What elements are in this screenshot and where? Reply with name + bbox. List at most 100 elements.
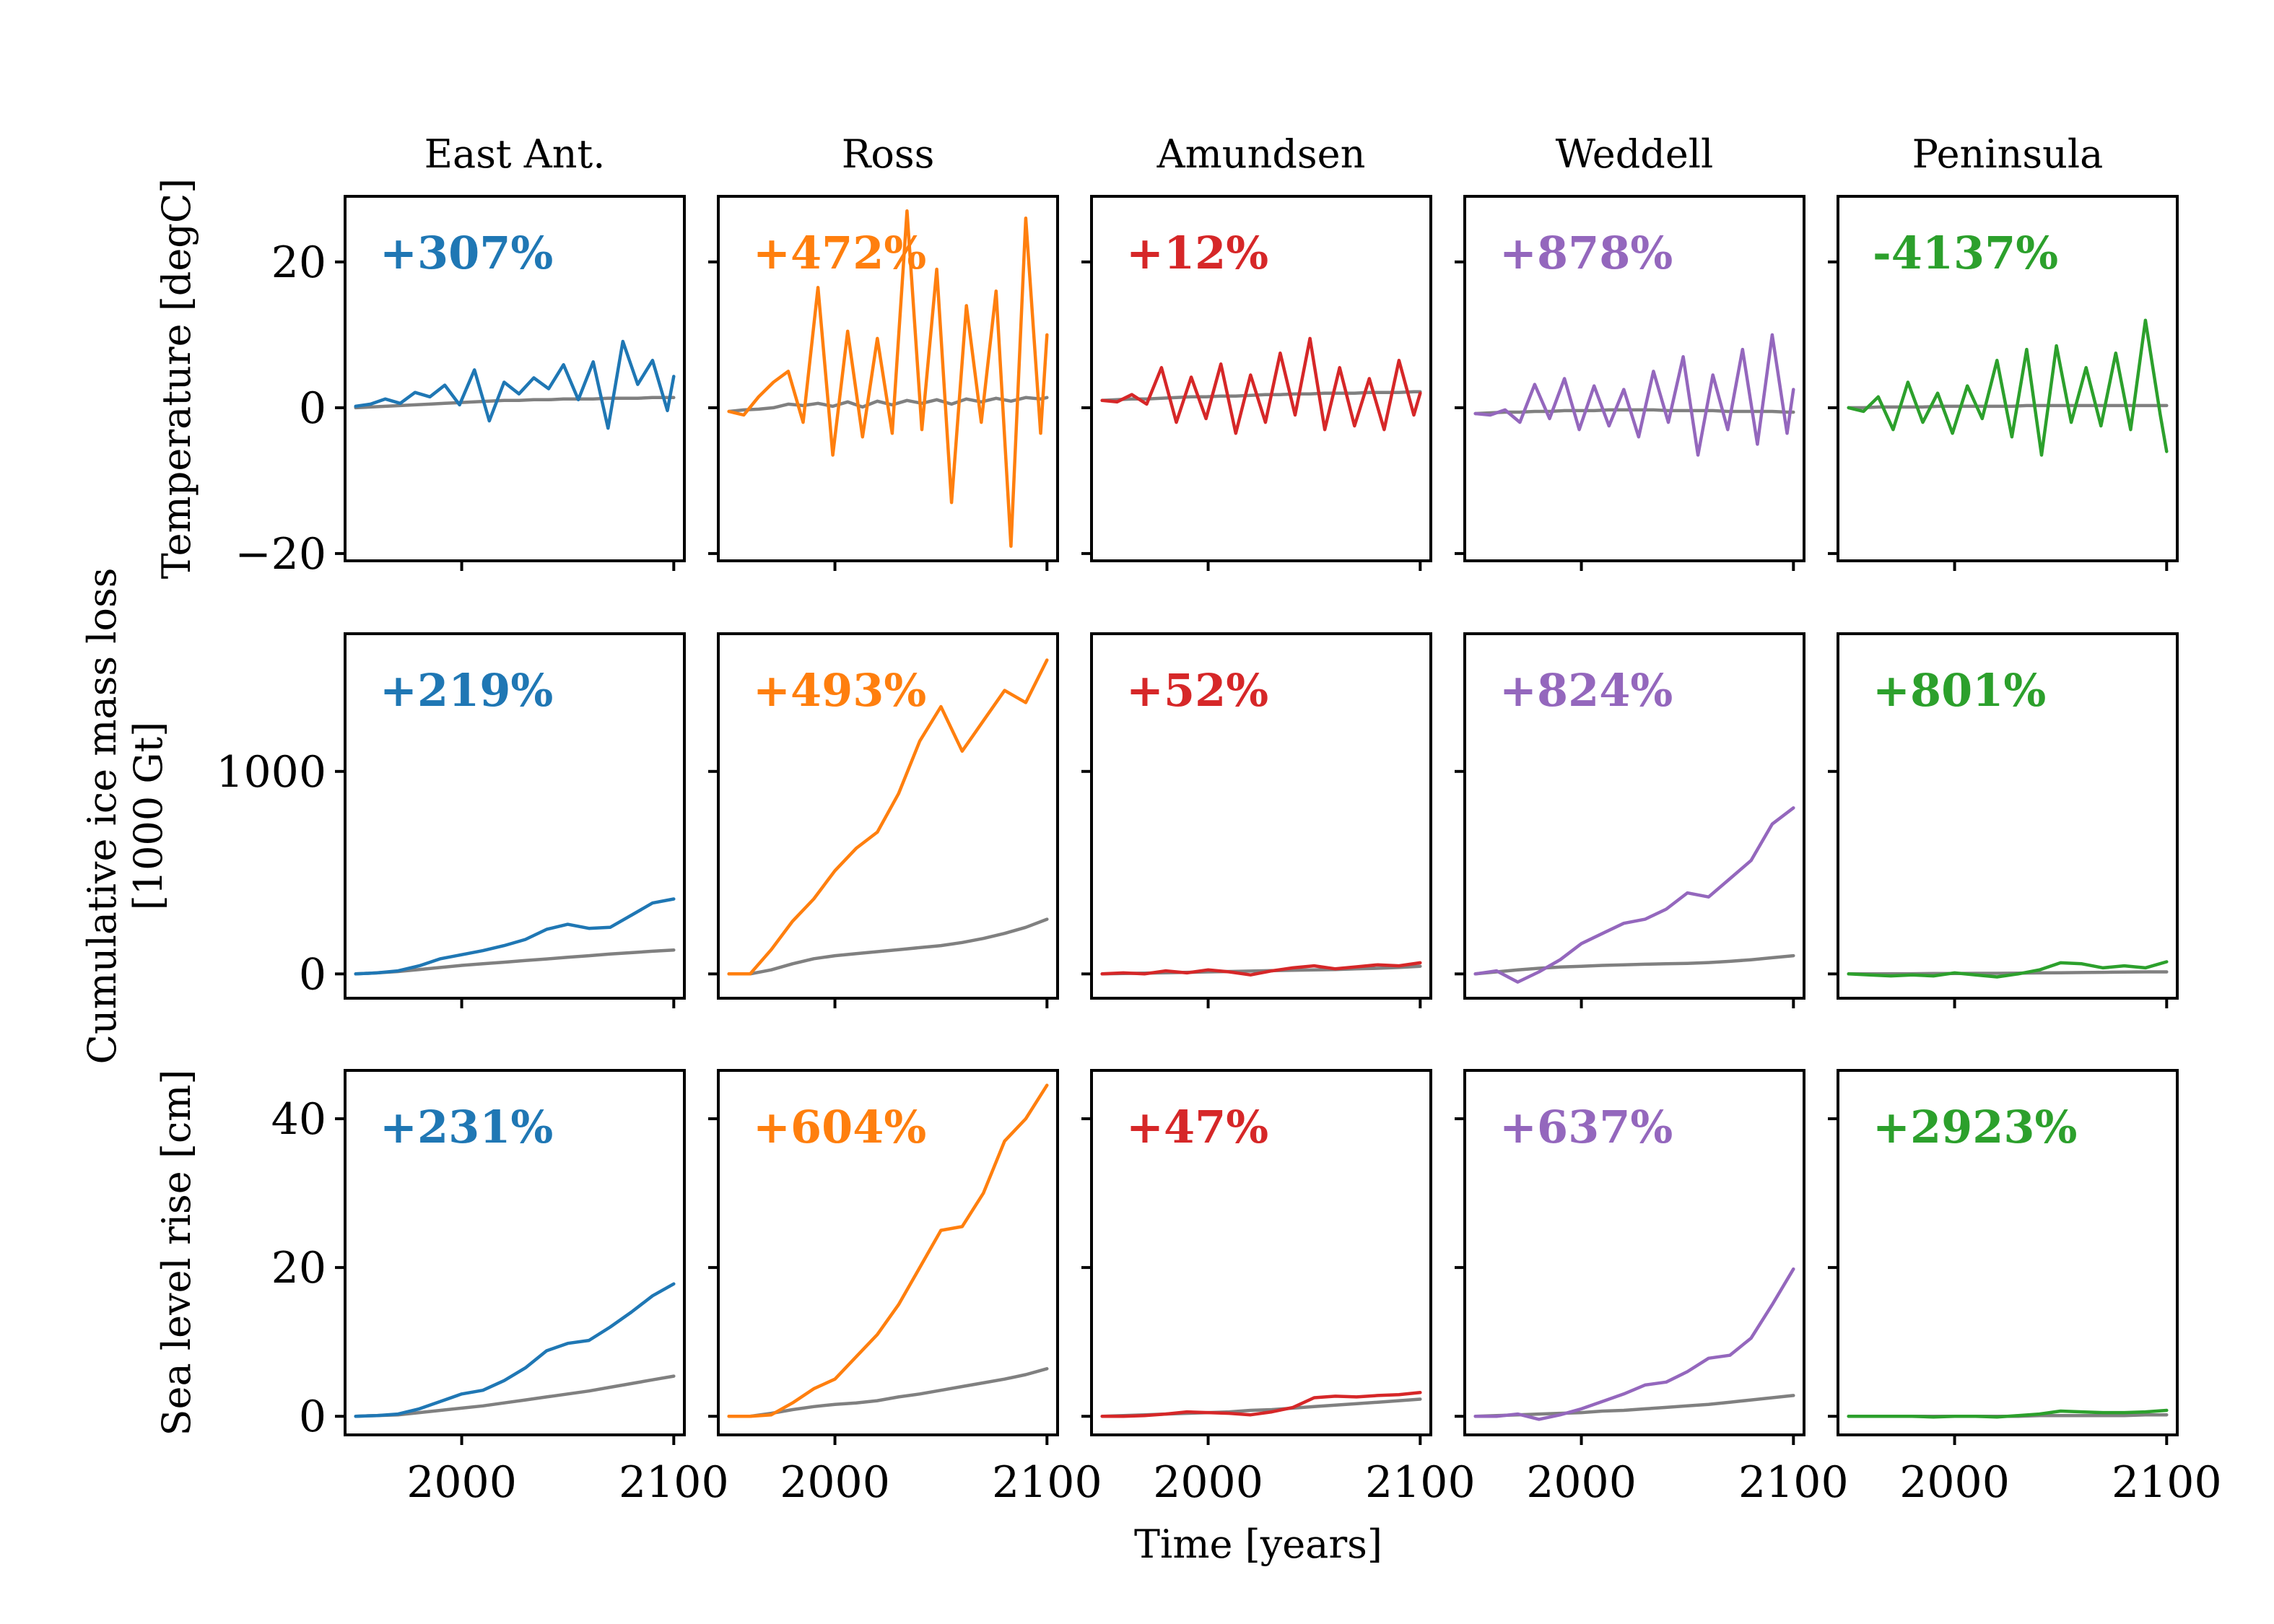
series-line-ross bbox=[727, 1083, 1049, 1418]
x-tick-label: 2000 bbox=[1899, 1457, 2010, 1508]
reference-line bbox=[354, 948, 676, 976]
series-line-peninsula bbox=[1847, 1408, 2169, 1419]
percent-change-label: +801% bbox=[1873, 664, 2046, 717]
panel-frame bbox=[1463, 632, 1805, 1000]
panel-frame bbox=[1090, 195, 1432, 562]
panel-east-ant-row-1: −20 0 20 +307% bbox=[235, 195, 686, 580]
x-tick-label: 2000 bbox=[406, 1457, 517, 1508]
reference-line bbox=[727, 1367, 1049, 1418]
percent-change-label: +52% bbox=[1126, 664, 1268, 717]
panel-east-ant-row-2: 0 1000 +219% bbox=[216, 632, 686, 1008]
panel-frame bbox=[1090, 1069, 1432, 1436]
percent-change-label: +12% bbox=[1126, 227, 1268, 279]
panel-frame bbox=[717, 195, 1059, 562]
series-line-peninsula bbox=[1847, 318, 2169, 457]
panel-ross-row-3: 2000 2100 +604% bbox=[708, 1069, 1102, 1508]
y-tick-label: 20 bbox=[271, 237, 326, 288]
percent-change-label: +307% bbox=[380, 227, 553, 279]
reference-line bbox=[1847, 403, 2169, 410]
panel-frame bbox=[1837, 1069, 2179, 1436]
panel-amundsen-row-2: +52% bbox=[1081, 632, 1432, 1008]
y-axis-label-row-2: Cumulative ice mass loss[1000 Gt] bbox=[79, 568, 171, 1065]
panel-amundsen-row-3: 2000 2100 +47% bbox=[1081, 1069, 1476, 1508]
panel-frame bbox=[1463, 195, 1805, 562]
panel-east-ant-row-3: 0 20 40 2000 2100 +231% bbox=[271, 1069, 729, 1508]
panel-frame bbox=[1837, 195, 2179, 562]
panel-frame bbox=[344, 632, 686, 1000]
percent-change-label: +2923% bbox=[1873, 1101, 2077, 1153]
reference-line bbox=[354, 1374, 676, 1418]
x-axis-label: Time [years] bbox=[1134, 1522, 1382, 1567]
series-line-ross bbox=[727, 209, 1049, 549]
series-line-east-ant bbox=[354, 1282, 676, 1418]
x-tick-label: 2100 bbox=[992, 1457, 1102, 1508]
panel-peninsula-row-3: 2000 2100 +2923% bbox=[1828, 1069, 2222, 1508]
series-line-weddell bbox=[1473, 1267, 1795, 1421]
panel-peninsula-row-2: +801% bbox=[1828, 632, 2179, 1008]
panel-frame bbox=[1463, 1069, 1805, 1436]
x-tick-label: 2100 bbox=[1738, 1457, 1849, 1508]
region-title-amundsen: Amundsen bbox=[1156, 131, 1366, 177]
reference-line bbox=[1473, 953, 1795, 976]
panel-frame bbox=[1090, 632, 1432, 1000]
reference-line bbox=[354, 396, 676, 410]
y-tick-label: 0 bbox=[299, 949, 326, 1000]
panel-ross-row-2: +493% bbox=[708, 632, 1059, 1008]
series-line-amundsen bbox=[1100, 961, 1422, 977]
reference-line bbox=[1847, 970, 2169, 976]
percent-change-label: +824% bbox=[1499, 664, 1673, 717]
panel-frame bbox=[344, 195, 686, 562]
region-title-east-ant: East Ant. bbox=[424, 131, 606, 177]
x-tick-label: 2000 bbox=[780, 1457, 890, 1508]
y-axis-label-row-3: Sea level rise [cm] bbox=[154, 1070, 199, 1436]
series-line-weddell bbox=[1473, 333, 1795, 457]
panel-frame bbox=[344, 1069, 686, 1436]
y-tick-label: 1000 bbox=[216, 747, 326, 798]
percent-change-label: +472% bbox=[753, 227, 926, 279]
panel-ross-row-1: +472% bbox=[708, 195, 1059, 571]
reference-line bbox=[727, 917, 1049, 976]
panel-weddell-row-3: 2000 2100 +637% bbox=[1455, 1069, 1849, 1508]
percent-change-label: -4137% bbox=[1873, 227, 2058, 279]
percent-change-label: +47% bbox=[1126, 1101, 1268, 1153]
percent-change-label: +878% bbox=[1499, 227, 1673, 279]
panel-weddell-row-2: +824% bbox=[1455, 632, 1805, 1008]
panel-weddell-row-1: +878% bbox=[1455, 195, 1805, 571]
panel-frame bbox=[1837, 632, 2179, 1000]
percent-change-label: +604% bbox=[753, 1101, 926, 1153]
x-tick-label: 2000 bbox=[1526, 1457, 1637, 1508]
y-tick-label: 0 bbox=[299, 1392, 326, 1442]
panel-frame bbox=[717, 632, 1059, 1000]
series-line-peninsula bbox=[1847, 960, 2169, 979]
y-tick-label: 40 bbox=[271, 1094, 326, 1145]
series-line-ross bbox=[727, 658, 1049, 976]
y-tick-label: 0 bbox=[299, 383, 326, 434]
series-line-weddell bbox=[1473, 806, 1795, 984]
percent-change-label: +219% bbox=[380, 664, 553, 717]
panel-peninsula-row-1: -4137% bbox=[1828, 195, 2179, 571]
region-title-ross: Ross bbox=[842, 131, 935, 177]
region-title-peninsula: Peninsula bbox=[1912, 131, 2104, 177]
series-line-east-ant bbox=[354, 339, 676, 430]
percent-change-label: +637% bbox=[1499, 1101, 1673, 1153]
x-tick-label: 2100 bbox=[619, 1457, 729, 1508]
reference-line bbox=[1473, 408, 1795, 416]
plot-grid: East Ant. Ross Amundsen Weddell Peninsula Tem… bbox=[79, 131, 2222, 1508]
y-tick-label: 20 bbox=[271, 1243, 326, 1293]
percent-change-label: +231% bbox=[380, 1101, 553, 1153]
reference-line bbox=[1473, 1394, 1795, 1418]
x-tick-label: 2100 bbox=[2112, 1457, 2222, 1508]
panel-frame bbox=[717, 1069, 1059, 1436]
y-tick-label: −20 bbox=[235, 529, 326, 580]
region-title-weddell: Weddell bbox=[1556, 131, 1714, 177]
series-line-east-ant bbox=[354, 897, 676, 976]
percent-change-label: +493% bbox=[753, 664, 926, 717]
x-tick-label: 2000 bbox=[1153, 1457, 1263, 1508]
series-line-amundsen bbox=[1100, 336, 1422, 435]
y-axis-label-row-1: Temperature [degC] bbox=[154, 178, 199, 579]
panel-amundsen-row-1: +12% bbox=[1081, 195, 1432, 571]
series-line-amundsen bbox=[1100, 1391, 1422, 1418]
x-tick-label: 2100 bbox=[1365, 1457, 1476, 1508]
